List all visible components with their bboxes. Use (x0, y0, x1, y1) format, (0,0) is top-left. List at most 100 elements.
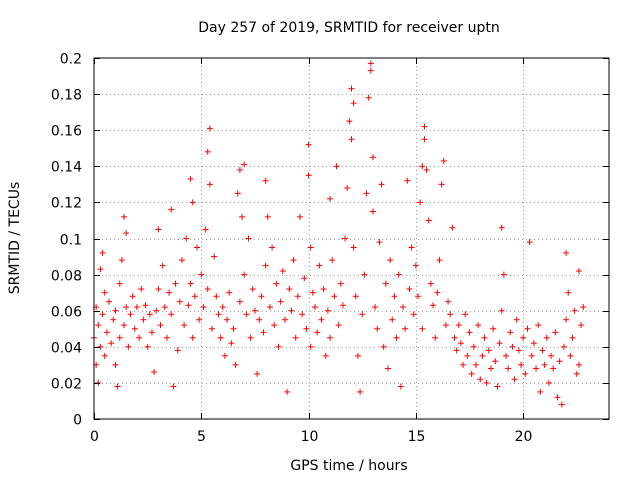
data-point (309, 289, 316, 296)
data-point (479, 352, 486, 359)
data-point (155, 286, 162, 293)
data-point (200, 304, 207, 311)
data-point (565, 289, 572, 296)
data-point (243, 311, 250, 318)
data-point (151, 369, 158, 376)
data-point (466, 329, 473, 336)
y-tick-label: 0.04 (51, 341, 82, 357)
data-point (271, 322, 278, 329)
data-point (580, 304, 587, 311)
data-point (524, 325, 531, 332)
data-point (194, 244, 200, 251)
data-points (91, 60, 587, 408)
data-point (430, 302, 437, 309)
data-point (526, 239, 533, 246)
data-point (189, 199, 196, 206)
data-point (127, 311, 134, 318)
data-point (369, 154, 376, 161)
data-point (299, 311, 306, 318)
data-point (99, 249, 106, 256)
data-point (397, 383, 404, 390)
data-point (307, 244, 314, 251)
data-point (470, 343, 477, 350)
data-point (477, 376, 484, 383)
data-point (475, 322, 482, 329)
data-point (556, 358, 563, 365)
chart-title: Day 257 of 2019, SRMTID for receiver upt… (198, 20, 500, 36)
data-point (423, 166, 430, 173)
data-point (206, 181, 213, 188)
x-tick-label: 15 (408, 429, 426, 445)
data-point (258, 293, 265, 300)
data-point (419, 163, 426, 170)
data-point (485, 347, 492, 354)
y-tick-label: 0.16 (51, 124, 82, 140)
data-point (204, 286, 211, 293)
x-tick-label: 0 (90, 429, 99, 445)
data-point (198, 271, 205, 278)
data-point (520, 334, 527, 341)
data-point (518, 361, 525, 368)
data-point (106, 298, 113, 305)
data-point (522, 370, 529, 377)
data-point (187, 280, 194, 287)
data-point (472, 361, 479, 368)
data-point (236, 166, 243, 173)
data-point (569, 334, 576, 341)
data-point (163, 334, 170, 341)
data-point (419, 325, 426, 332)
data-point (528, 352, 535, 359)
data-point (204, 148, 211, 155)
data-point (281, 316, 288, 323)
data-point (382, 280, 389, 287)
data-point (288, 307, 295, 314)
data-point (123, 304, 130, 311)
data-point (249, 286, 256, 293)
data-point (346, 118, 353, 125)
data-point (494, 383, 501, 390)
data-point (410, 311, 417, 318)
data-point (314, 329, 321, 336)
x-tick-label: 10 (301, 429, 319, 445)
data-point (500, 271, 507, 278)
data-point (543, 334, 550, 341)
data-point (363, 190, 370, 197)
data-point (228, 340, 235, 347)
data-point (384, 365, 391, 372)
data-point (144, 343, 151, 350)
data-point (322, 352, 329, 359)
data-point (406, 286, 413, 293)
data-point (357, 388, 364, 395)
data-point (125, 343, 132, 350)
data-point (103, 329, 110, 336)
data-point (352, 293, 359, 300)
y-tick-label: 0.14 (51, 160, 82, 176)
data-point (183, 235, 190, 242)
data-point (490, 325, 497, 332)
data-point (168, 311, 175, 318)
data-point (305, 172, 312, 179)
data-point (505, 365, 512, 372)
data-point (140, 316, 147, 323)
data-point (157, 322, 164, 329)
data-point (185, 302, 192, 309)
data-point (327, 195, 334, 202)
data-point (552, 329, 559, 336)
data-point (121, 213, 128, 220)
data-point (558, 401, 565, 408)
data-point (339, 302, 346, 309)
data-point (578, 322, 585, 329)
data-point (112, 361, 119, 368)
data-point (116, 334, 123, 341)
data-point (97, 343, 104, 350)
data-point (455, 322, 462, 329)
data-point (121, 322, 128, 329)
data-point (215, 311, 222, 318)
data-point (427, 280, 434, 287)
data-point (221, 352, 228, 359)
data-point (166, 289, 173, 296)
data-point (316, 262, 323, 269)
data-point (498, 307, 505, 314)
x-axis-ticks: 0 5 10 15 20 (90, 58, 532, 445)
data-point (404, 177, 411, 184)
